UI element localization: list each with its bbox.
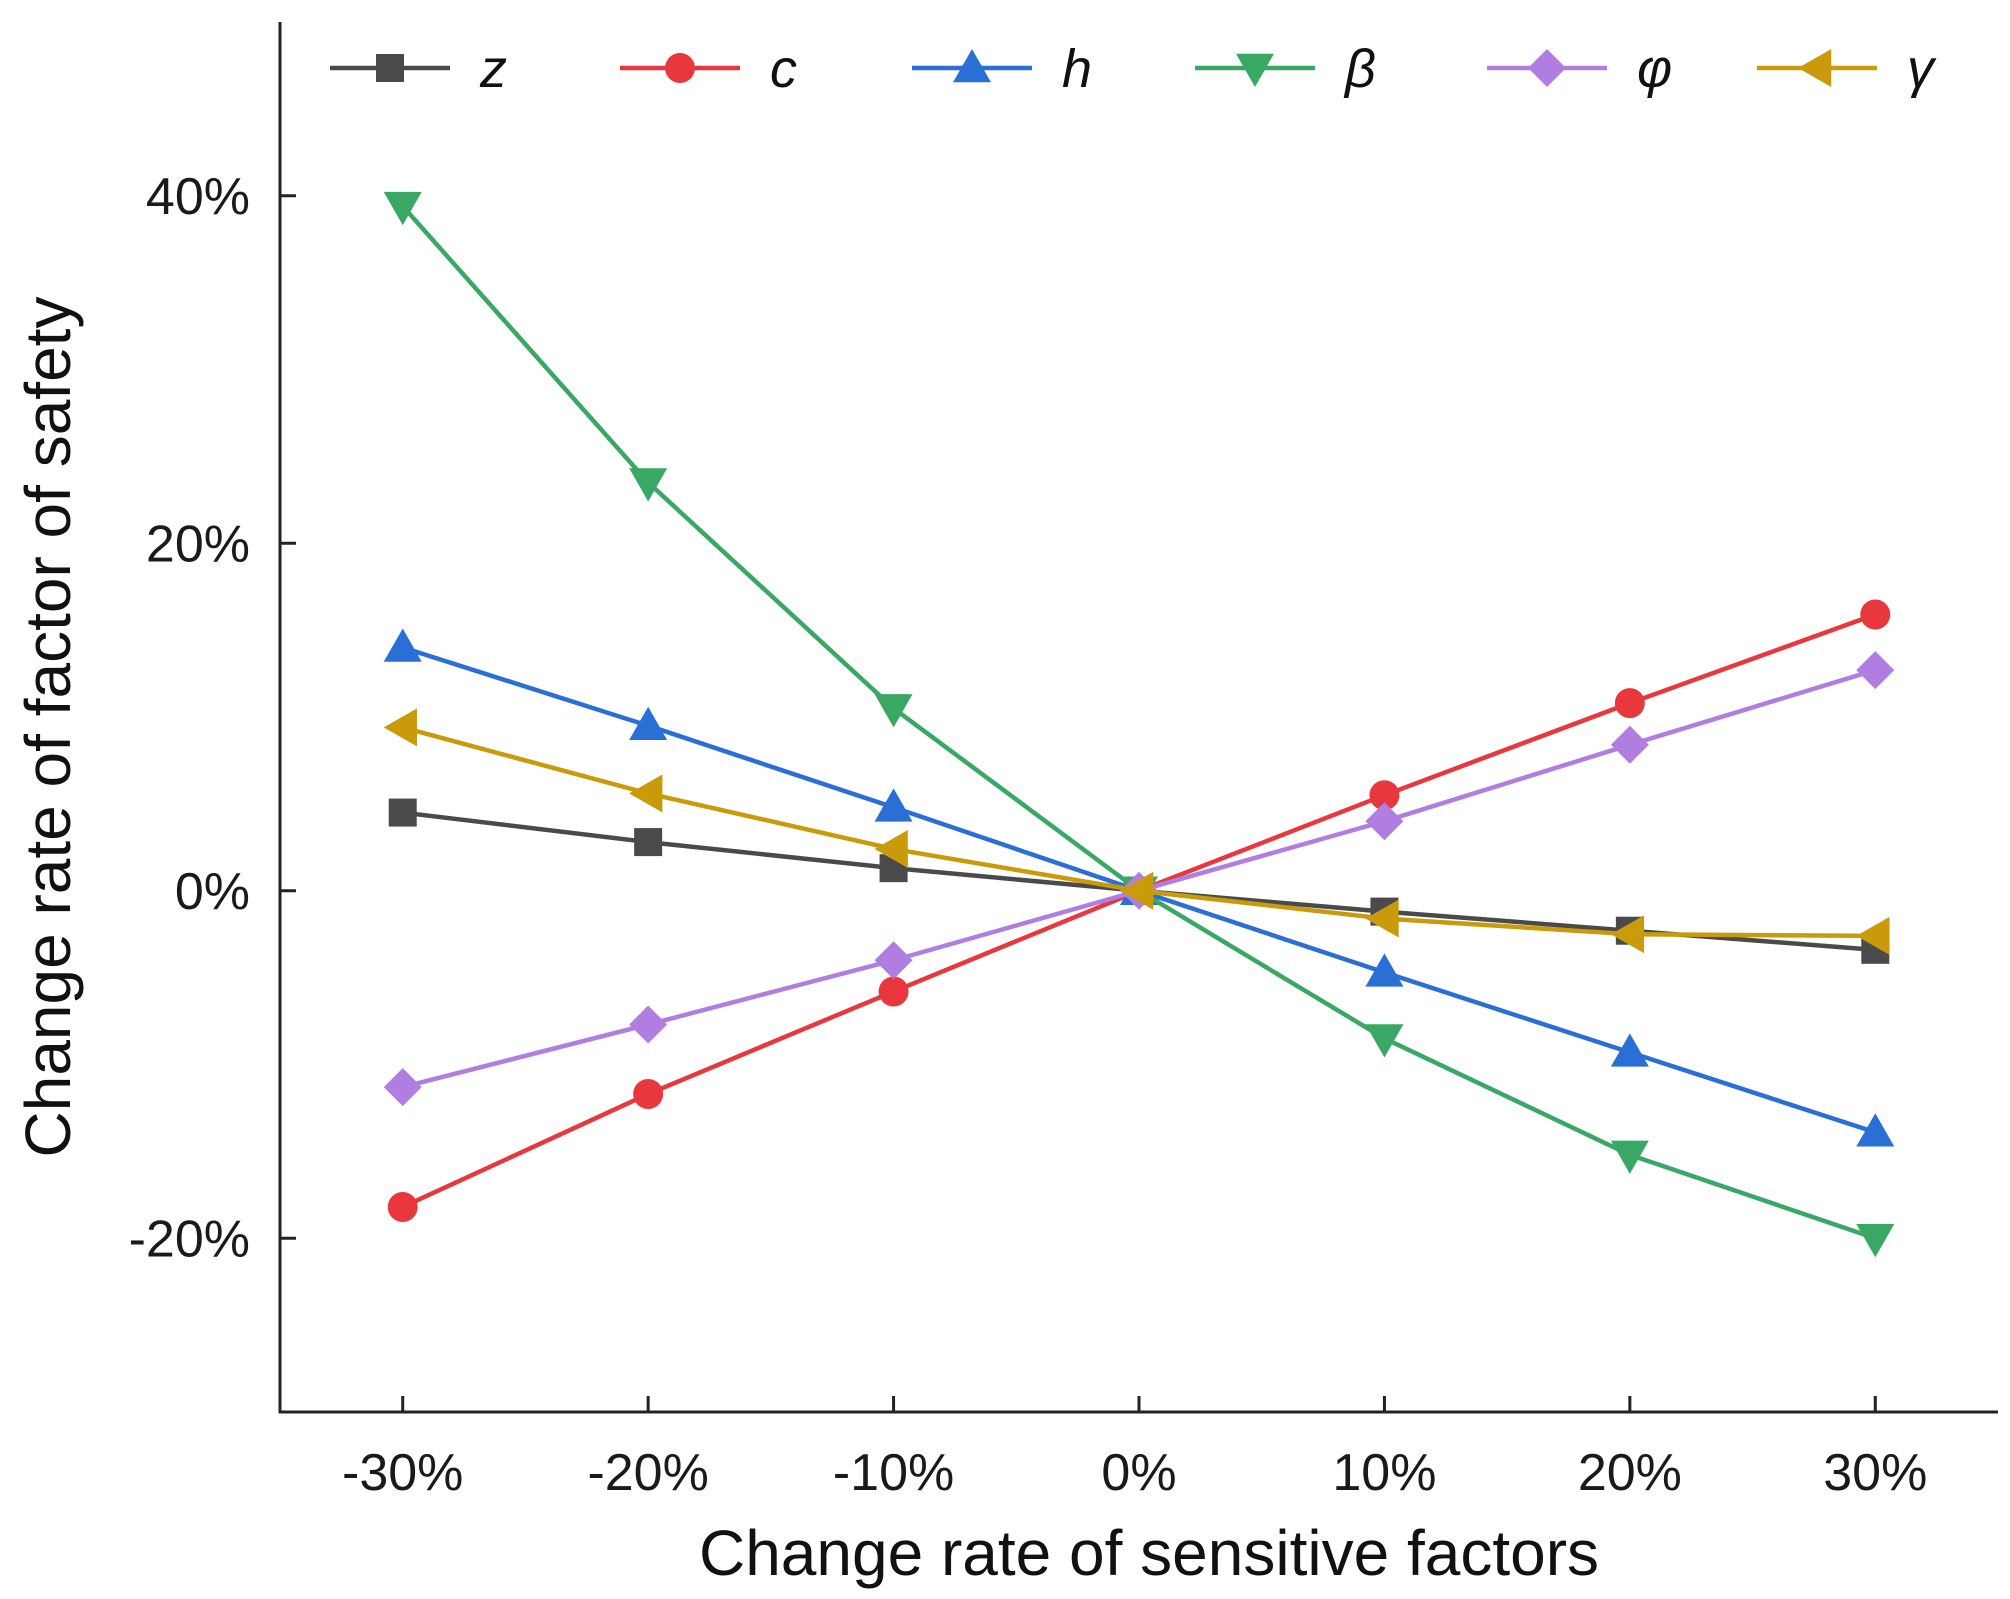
x-axis-title: Change rate of sensitive factors <box>699 1517 1599 1589</box>
x-tick-label: -20% <box>587 1444 708 1502</box>
axes: -20% 0% 20% 40% -30% -20% -10% 0% 10% 20% 30% <box>129 22 1998 1502</box>
legend-label: φ <box>1637 39 1672 99</box>
data-point <box>634 828 663 857</box>
legend-label: z <box>479 39 507 99</box>
y-tick-label: 20% <box>146 515 250 573</box>
legend-item: z <box>330 39 507 99</box>
data-point <box>1610 725 1649 764</box>
data-point <box>383 191 422 226</box>
data-point <box>1365 899 1399 938</box>
data-point <box>629 1005 668 1044</box>
data-point <box>874 694 913 728</box>
series-triangle-down <box>383 191 1895 1258</box>
x-tick-label: 30% <box>1823 1444 1927 1502</box>
legend-label: γ <box>1907 39 1937 99</box>
data-point <box>874 941 913 980</box>
legend-marker <box>665 53 695 83</box>
data-point <box>1856 651 1895 690</box>
data-point <box>383 628 422 662</box>
x-tick-label: 10% <box>1332 1444 1436 1502</box>
data-point <box>633 1079 664 1110</box>
data-point <box>629 468 668 502</box>
legend-item: h <box>912 39 1092 99</box>
data-point <box>1365 802 1404 841</box>
data-point <box>1369 780 1400 811</box>
data-point <box>1860 599 1891 630</box>
data-point <box>1610 1140 1649 1174</box>
x-tick-label: -30% <box>342 1444 463 1502</box>
data-point <box>1365 1024 1404 1058</box>
data-point <box>387 1191 418 1222</box>
data-point <box>1120 871 1154 910</box>
legend-marker <box>376 54 404 82</box>
data-point <box>1856 916 1890 955</box>
series-layer <box>383 191 1895 1258</box>
legend-item: β <box>1195 39 1376 99</box>
legend-item: φ <box>1487 39 1672 99</box>
data-point <box>629 774 663 813</box>
y-axis-title: Change rate of factor of safety <box>12 297 84 1158</box>
series-diamond <box>383 651 1895 1107</box>
legend-marker <box>1528 49 1566 87</box>
data-point <box>388 798 417 827</box>
data-point <box>629 706 668 740</box>
legend-item: c <box>620 39 797 99</box>
legend-label: c <box>770 39 797 99</box>
series-triangle-left <box>383 708 1890 955</box>
legend-item: γ <box>1757 39 1937 99</box>
data-point <box>874 788 913 822</box>
legend-marker <box>1236 53 1274 87</box>
legend-marker <box>953 49 991 83</box>
y-tick-label: 0% <box>175 863 250 921</box>
data-point <box>878 976 909 1007</box>
data-point <box>1614 688 1645 719</box>
x-tick-label: 20% <box>1578 1444 1682 1502</box>
legend-marker <box>1798 49 1832 87</box>
data-point <box>874 830 908 869</box>
data-point <box>1610 1033 1649 1067</box>
data-point <box>1365 953 1404 987</box>
data-point <box>1856 1224 1895 1258</box>
series-circle <box>387 599 1891 1222</box>
series-line <box>401 612 1877 1210</box>
legend-label: h <box>1062 39 1092 99</box>
x-tick-label: -10% <box>833 1444 954 1502</box>
x-tick-label: 0% <box>1101 1444 1176 1502</box>
data-point <box>383 708 417 747</box>
y-tick-label: 40% <box>146 168 250 226</box>
legend-label: β <box>1343 39 1376 99</box>
series-line <box>401 204 1877 1241</box>
y-tick-label: -20% <box>129 1210 250 1268</box>
data-point <box>383 1068 422 1107</box>
data-point <box>1856 1113 1895 1147</box>
data-point <box>1610 915 1645 954</box>
